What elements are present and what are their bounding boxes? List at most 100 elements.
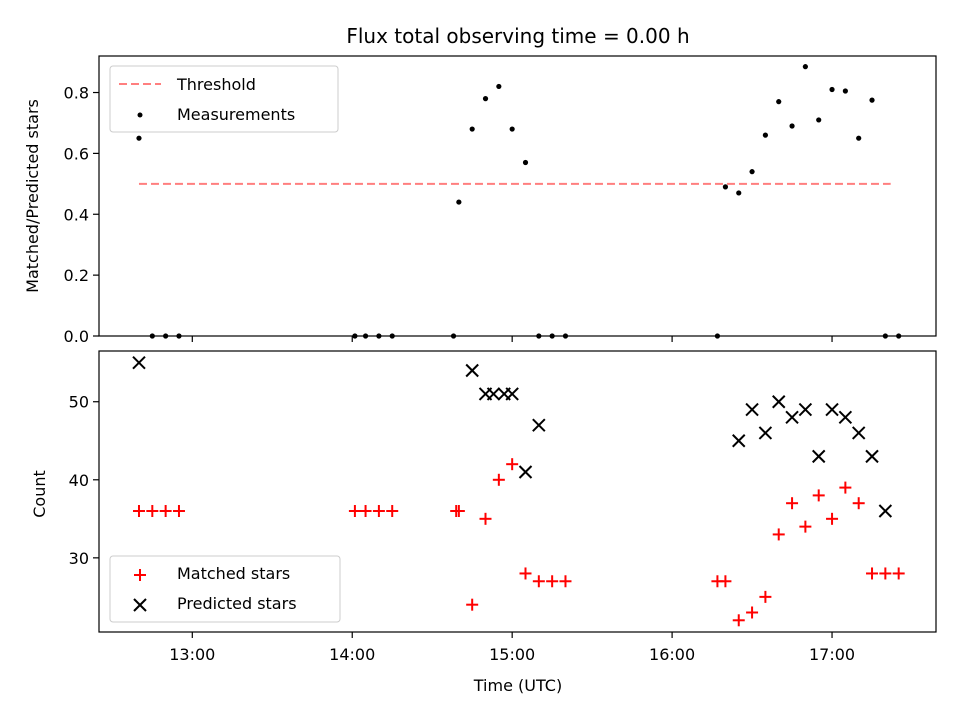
measurements-point <box>482 96 489 102</box>
measurements-point <box>896 333 902 339</box>
x-tick-label: 14:00 <box>329 645 375 664</box>
measurements-point <box>776 99 782 105</box>
predicted-stars-point <box>798 402 813 417</box>
measurements-point <box>762 132 769 138</box>
measurements-point <box>149 333 155 339</box>
predicted-stars-point <box>745 402 759 417</box>
matched-stars-point <box>372 505 385 518</box>
measurements-point <box>816 117 822 123</box>
chart-title: Flux total observing time = 0.00 h <box>346 24 689 48</box>
top-y-tick-label: 0.6 <box>64 144 89 163</box>
measurements-point <box>176 333 182 339</box>
predicted-stars-point <box>838 410 853 425</box>
matched-stars-point <box>386 505 399 518</box>
measurements-point <box>163 333 169 339</box>
measurements-point <box>352 333 358 339</box>
top-y-tick-label: 0.8 <box>64 84 89 103</box>
matched-stars-point <box>892 567 905 580</box>
measurements-point <box>829 86 835 93</box>
matched-stars-point <box>348 505 361 518</box>
measurements-point <box>496 83 502 90</box>
legend-predicted-label: Predicted stars <box>177 594 297 613</box>
predicted-stars-point <box>486 387 501 401</box>
matched-stars-point <box>559 575 572 588</box>
matched-stars-point <box>732 614 745 627</box>
predicted-stars-point <box>812 449 826 464</box>
matched-stars-point <box>146 505 159 518</box>
x-tick-label: 17:00 <box>809 645 855 664</box>
matched-stars-point <box>719 575 732 588</box>
measurements-point <box>714 333 721 339</box>
measurements-point <box>856 135 862 141</box>
matched-stars-point <box>772 528 785 541</box>
top-y-axis-label: Matched/Predicted stars <box>23 99 42 293</box>
measurements-point <box>456 199 462 205</box>
matched-stars-point <box>546 575 559 588</box>
bottom-y-tick-label: 30 <box>69 549 89 568</box>
measurements-point <box>722 184 729 190</box>
measurements-point <box>136 135 142 141</box>
predicted-stars-point <box>785 410 799 425</box>
legend-measurements-swatch <box>137 112 143 118</box>
legend-threshold-label: Threshold <box>176 75 256 94</box>
matched-stars-point <box>172 505 185 518</box>
measurements-point <box>362 333 369 339</box>
predicted-stars-point <box>505 387 519 401</box>
matched-stars-point <box>879 567 892 580</box>
predicted-stars-point <box>865 449 879 464</box>
x-axis-label: Time (UTC) <box>473 676 562 695</box>
measurements-point <box>536 333 542 339</box>
matched-stars-point <box>839 481 852 494</box>
predicted-stars-point <box>518 465 533 479</box>
bottom-y-tick-label: 50 <box>69 393 89 412</box>
legend-matched-swatch <box>134 569 146 581</box>
measurements-point <box>376 333 382 339</box>
top-x-ticks <box>191 336 833 342</box>
predicted-stars-point <box>758 426 773 440</box>
matched-stars-point <box>866 567 879 580</box>
top-y-tick-label: 0.2 <box>64 266 89 285</box>
matched-stars-point <box>132 505 145 518</box>
measurements-point <box>509 126 515 132</box>
top-panel: Matched/Predicted stars 0.00.20.40.60.8 … <box>23 55 937 346</box>
matched-stars-point <box>466 598 479 611</box>
predicted-stars-point <box>465 363 479 378</box>
predicted-stars-point <box>732 434 746 448</box>
legend-predicted-swatch <box>133 598 147 612</box>
matched-stars-point <box>359 505 372 518</box>
matched-stars-point <box>746 606 759 619</box>
matched-stars-point <box>506 458 519 471</box>
matched-stars-point <box>786 497 799 510</box>
legend-matched-label: Matched stars <box>177 564 290 583</box>
matched-stars-point <box>812 489 825 502</box>
matched-stars-point <box>799 520 812 533</box>
bottom-legend: Matched stars Predicted stars <box>109 555 341 623</box>
measurements-point <box>736 190 742 196</box>
matched-stars-point <box>519 567 532 580</box>
bottom-y-tick-label: 40 <box>69 471 89 490</box>
measurements-point <box>869 97 875 103</box>
measurements-point <box>469 126 475 132</box>
matched-stars-point <box>532 575 545 588</box>
matched-stars-point <box>826 512 839 525</box>
predicted-stars-point <box>825 402 839 417</box>
bottom-y-axis-label: Count <box>30 470 49 518</box>
x-tick-label: 13:00 <box>169 645 215 664</box>
predicted-stars-point <box>132 356 146 370</box>
measurements-point <box>549 333 555 339</box>
bottom-series <box>132 356 905 627</box>
top-y-tick-label: 0.4 <box>64 205 89 224</box>
measurements-point <box>802 64 808 70</box>
predicted-stars-point <box>878 504 893 518</box>
legend-measurements-label: Measurements <box>177 105 295 124</box>
measurements-point <box>562 333 569 339</box>
top-legend: Threshold Measurements <box>109 65 339 133</box>
measurements-point <box>842 88 848 94</box>
top-y-ticks: 0.0 0.2 0.4 0.6 0.8 <box>64 84 99 346</box>
predicted-stars-point <box>772 395 786 409</box>
top-plot-area <box>98 55 937 337</box>
measurements-point <box>789 123 795 129</box>
predicted-stars-point <box>851 426 866 440</box>
measurements-point <box>450 333 457 339</box>
